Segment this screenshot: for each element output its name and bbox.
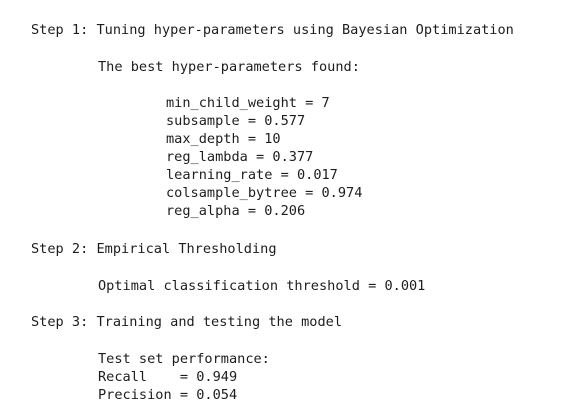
threshold-result: Optimal classification threshold = 0.001 <box>98 278 426 294</box>
test-performance-heading: Test set performance: <box>98 351 270 367</box>
step1-subtitle: The best hyper-parameters found: <box>98 59 360 75</box>
param-reg-lambda: reg_lambda = 0.377 <box>166 149 314 165</box>
precision-value: Precision = 0.054 <box>98 387 238 403</box>
param-colsample-bytree: colsample_bytree = 0.974 <box>166 185 363 201</box>
param-min-child-weight: min_child_weight = 7 <box>166 95 330 111</box>
step1-title: Step 1: Tuning hyper-parameters using Ba… <box>31 22 514 38</box>
param-max-depth: max_depth = 10 <box>166 131 281 147</box>
recall-value: Recall = 0.949 <box>98 369 238 385</box>
param-subsample: subsample = 0.577 <box>166 113 306 129</box>
step3-title: Step 3: Training and testing the model <box>31 314 342 330</box>
step2-title: Step 2: Empirical Thresholding <box>31 241 277 257</box>
param-reg-alpha: reg_alpha = 0.206 <box>166 203 306 219</box>
param-learning-rate: learning_rate = 0.017 <box>166 167 338 183</box>
